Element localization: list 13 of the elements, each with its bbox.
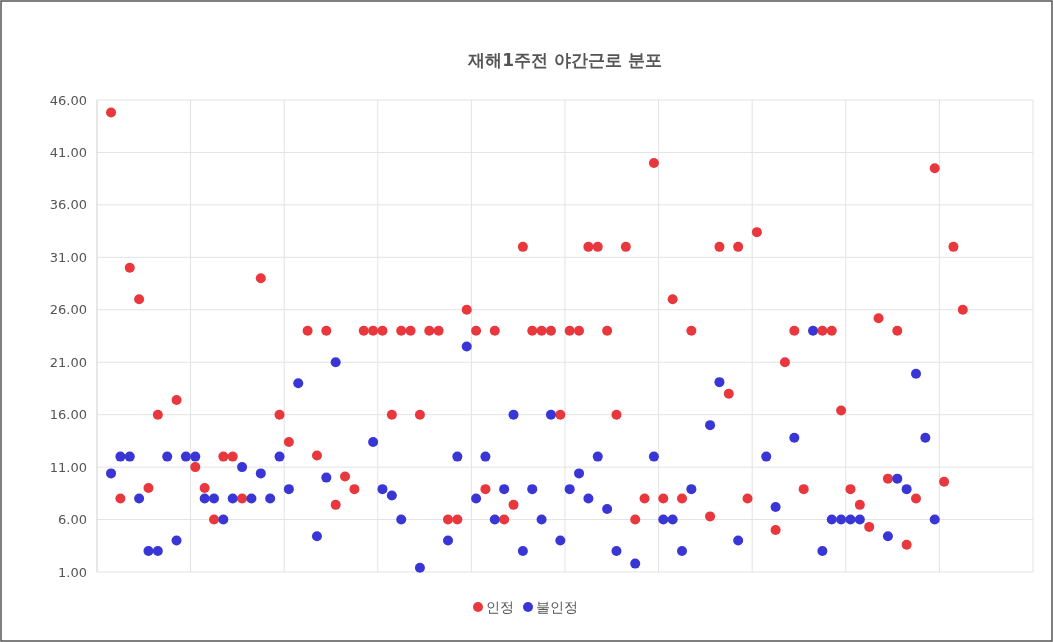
y-tick-label: 26.00 bbox=[49, 302, 87, 318]
y-tick-label: 1.00 bbox=[58, 564, 87, 580]
y-tick-label: 46.00 bbox=[49, 92, 87, 108]
legend-label: 인정 bbox=[486, 599, 514, 615]
y-tick-label: 16.00 bbox=[49, 407, 87, 423]
y-tick-label: 11.00 bbox=[49, 459, 87, 475]
y-tick-label: 21.00 bbox=[49, 354, 87, 370]
y-tick-label: 31.00 bbox=[49, 249, 87, 265]
chart-title: 재해1주전 야간근로 분포 bbox=[467, 50, 662, 70]
y-tick-label: 36.00 bbox=[49, 197, 87, 213]
y-tick-label: 6.00 bbox=[58, 512, 87, 528]
y-tick-label: 41.00 bbox=[49, 144, 87, 160]
legend-label: 불인정 bbox=[536, 599, 578, 615]
